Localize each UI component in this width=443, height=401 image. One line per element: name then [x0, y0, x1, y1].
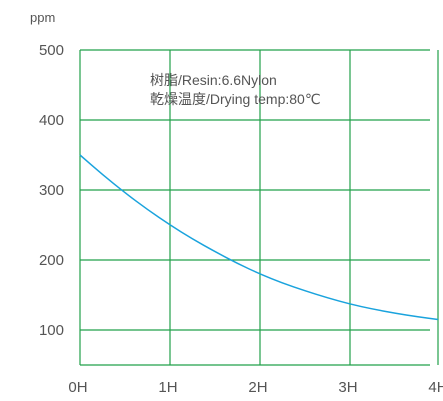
x-tick-labels: 0H 1H 2H 3H 4H	[68, 379, 443, 396]
x-tick-0H: 0H	[68, 379, 87, 396]
y-tick-400: 400	[39, 112, 64, 129]
annotation-drying-temp: 乾燥温度/Drying temp:80℃	[150, 91, 321, 107]
y-tick-300: 300	[39, 182, 64, 199]
y-tick-500: 500	[39, 42, 64, 59]
series-line-0	[79, 154, 439, 321]
annotation-resin: 树脂/Resin:6.6Nylon	[150, 72, 277, 88]
x-tick-4H: 4H	[428, 379, 443, 396]
x-tick-3H: 3H	[338, 379, 357, 396]
series-group	[79, 154, 439, 321]
grid	[79, 49, 439, 366]
y-tick-100: 100	[39, 322, 64, 339]
y-tick-200: 200	[39, 252, 64, 269]
y-unit-label: ppm	[30, 10, 55, 25]
x-tick-2H: 2H	[248, 379, 267, 396]
y-tick-labels: 500 400 300 200 100	[39, 42, 64, 339]
x-tick-1H: 1H	[158, 379, 177, 396]
